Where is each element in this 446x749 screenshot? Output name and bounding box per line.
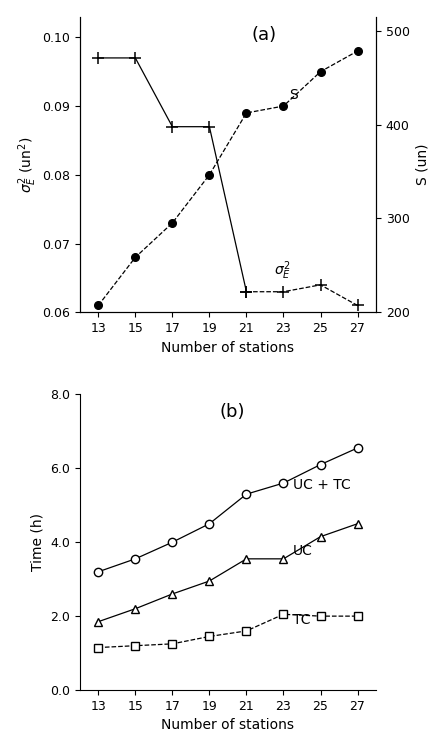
Text: (a): (a): [252, 25, 277, 43]
Text: TC: TC: [293, 613, 310, 626]
Text: (b): (b): [219, 403, 244, 421]
Text: S: S: [289, 88, 298, 102]
X-axis label: Number of stations: Number of stations: [161, 341, 294, 354]
Text: UC + TC: UC + TC: [293, 478, 351, 491]
Text: $\sigma_E^2$: $\sigma_E^2$: [274, 259, 291, 282]
X-axis label: Number of stations: Number of stations: [161, 718, 294, 733]
Y-axis label: Time (h): Time (h): [30, 513, 45, 571]
Y-axis label: $\sigma_E^2$ (un$^2$): $\sigma_E^2$ (un$^2$): [17, 136, 39, 192]
Y-axis label: S (un): S (un): [415, 144, 429, 185]
Text: UC: UC: [293, 544, 313, 558]
